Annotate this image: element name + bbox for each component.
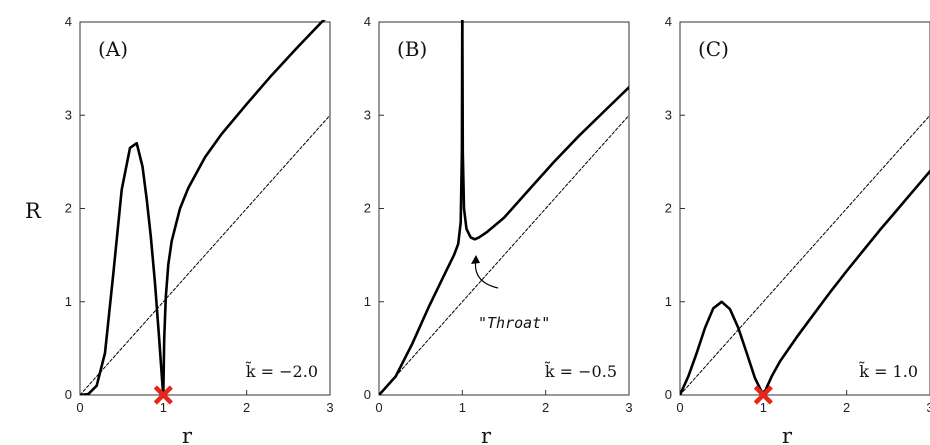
x-tick-label: 1: [459, 400, 466, 415]
panel-label: (A): [98, 37, 128, 61]
x-tick-label: 0: [76, 400, 83, 415]
y-tick-label: 3: [65, 107, 72, 122]
y-tick-label: 1: [65, 294, 72, 309]
y-tick-label: 0: [65, 387, 72, 402]
x-axis-label: r: [182, 424, 193, 445]
y-tick-label: 2: [364, 201, 371, 216]
y-tick-label: 4: [65, 14, 72, 29]
curve-segment: [80, 141, 165, 395]
panel-label: (C): [698, 37, 729, 61]
panel-label: (B): [397, 37, 427, 61]
k-value-label: k̃ = −0.5: [544, 361, 617, 381]
curve-segment: [162, 20, 326, 395]
series-group: [80, 20, 330, 395]
x-axis-label: r: [782, 424, 793, 445]
zero-crossing-marker: [153, 385, 173, 405]
series-group: [680, 114, 930, 395]
reference-line: [379, 114, 629, 395]
x-tick-label: 2: [843, 400, 850, 415]
y-tick-label: 0: [364, 387, 371, 402]
y-tick-label: 0: [665, 387, 672, 402]
x-tick-label: 3: [926, 400, 930, 415]
plot-frame: [378, 21, 630, 396]
x-tick-label: 0: [676, 400, 683, 415]
k-value-label: k̃ = −2.0: [245, 361, 318, 381]
annotation-arrow: [474, 258, 499, 289]
zero-crossing-marker: [753, 385, 773, 405]
x-tick-label: 3: [625, 400, 632, 415]
throat-annotation: "Throat": [478, 314, 550, 332]
panel-b: 0 1 2 3 4 0 1 2 3 r (B) k̃ = −0.5 "Throat": [364, 14, 633, 445]
k-value-label: k̃ = 1.0: [859, 361, 918, 381]
x-tick-label: 1: [160, 400, 167, 415]
plot-frame: [679, 21, 930, 396]
y-tick-label: 1: [364, 294, 371, 309]
y-tick-label: 2: [665, 201, 672, 216]
x-tick-label: 2: [243, 400, 250, 415]
y-tick-label: 3: [665, 107, 672, 122]
y-tick-label: 3: [364, 107, 371, 122]
x-tick-label: 3: [326, 400, 333, 415]
x-tick-label: 2: [542, 400, 549, 415]
curve-segment: [379, 20, 464, 395]
x-axis-label: r: [481, 424, 492, 445]
x-tick-label: 1: [760, 400, 767, 415]
y-tick-label: 1: [665, 294, 672, 309]
panel-a: 0 1 2 3 4 0 1 2 3 r (A) k̃ = −2.0: [65, 14, 334, 445]
series-group: [379, 20, 629, 395]
plot-frame: [79, 21, 331, 396]
reference-line: [680, 114, 930, 395]
x-tick-label: 0: [375, 400, 382, 415]
y-tick-label: 4: [364, 14, 371, 29]
curve-segment: [680, 169, 930, 395]
y-tick-label: 2: [65, 201, 72, 216]
annotation-arrowhead: [471, 255, 480, 264]
reference-line: [80, 114, 330, 395]
curve-segment: [461, 20, 629, 241]
y-axis-label: R: [25, 199, 42, 223]
panel-c: 0 1 2 3 4 0 1 2 3 r (C) k̃ = 1.0: [665, 14, 930, 445]
y-tick-label: 4: [665, 14, 672, 29]
